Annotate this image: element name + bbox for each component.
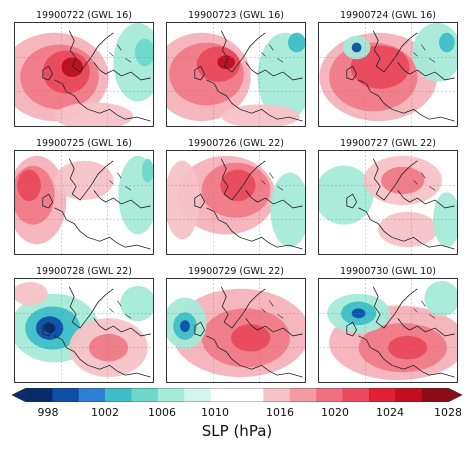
colorbar-tick-label: 998 [37, 406, 59, 419]
coastline [346, 158, 455, 250]
slp-contour-map [14, 278, 154, 383]
colorbar [12, 388, 462, 402]
pressure-contour-region [15, 281, 48, 306]
colorbar-max-extension [447, 388, 462, 402]
slp-map-panel: 19900729 (GWL 22) [166, 266, 306, 383]
pressure-contour-region [319, 165, 374, 225]
pressure-contour-region [424, 280, 457, 317]
colorbar-tick-label: 1016 [266, 406, 294, 419]
coastline [346, 286, 455, 378]
colorbar-tick-label: 1010 [201, 406, 229, 419]
slp-contour-map [14, 150, 154, 255]
lakes [413, 44, 436, 63]
pressure-contour-region [61, 57, 84, 77]
colorbar-tick-label: 1020 [321, 406, 349, 419]
slp-map-panel: 19900723 (GWL 16) [166, 10, 306, 127]
coastline [194, 286, 303, 378]
slp-contour-map [318, 278, 458, 383]
pressure-contour-region [120, 285, 153, 322]
panel-date-title: 19900727 (GWL 22) [340, 138, 436, 149]
panel-date-title: 19900729 (GWL 22) [188, 266, 284, 277]
coastline [42, 30, 151, 122]
coastline [42, 158, 151, 250]
slp-map-panel: 19900728 (GWL 22) [14, 266, 154, 383]
pressure-contour-region [141, 158, 153, 183]
colorbar-segment [368, 388, 396, 402]
pressure-contour-region [378, 211, 438, 248]
pressure-contour-region [439, 32, 455, 53]
colorbar-segment [78, 388, 106, 402]
colorbar-segment [26, 388, 53, 402]
pressure-contour-region [54, 102, 134, 126]
pressure-contour-region [287, 32, 305, 53]
colorbar-segment [395, 388, 422, 402]
coastline [346, 30, 455, 122]
colorbar-segment [52, 388, 80, 402]
colorbar-tick-label: 1006 [148, 406, 176, 419]
slp-contour-map [318, 150, 458, 255]
lakes [261, 300, 284, 319]
pressure-contour-region [135, 38, 153, 67]
pressure-contour-region [88, 333, 129, 362]
colorbar-segment [131, 388, 159, 402]
panel-date-title: 19900730 (GWL 10) [340, 266, 436, 277]
lakes [109, 44, 132, 63]
panel-date-title: 19900724 (GWL 16) [340, 10, 436, 21]
slp-contour-map [14, 22, 154, 127]
pressure-contour-region [221, 104, 300, 126]
pressure-contour-region [270, 172, 305, 248]
coastline [194, 30, 303, 122]
colorbar-segment [184, 388, 211, 402]
colorbar-tick-label: 1024 [376, 406, 404, 419]
lakes [109, 172, 132, 191]
panel-date-title: 19900725 (GWL 16) [36, 138, 132, 149]
slp-contour-map [166, 278, 306, 383]
pressure-contour-region [231, 324, 271, 352]
pressure-contour-region [180, 320, 190, 332]
pressure-contour-region [381, 166, 425, 195]
colorbar-segment [289, 388, 317, 402]
colorbar-segment [157, 388, 185, 402]
lakes [109, 300, 132, 319]
colorbar-segment [105, 388, 132, 402]
colorbar-min-extension [12, 388, 27, 402]
slp-map-panel: 19900722 (GWL 16) [14, 10, 154, 127]
lakes [413, 300, 436, 319]
slp-map-panel: 19900726 (GWL 22) [166, 138, 306, 255]
coastline [42, 286, 151, 378]
pressure-contour-region [351, 42, 362, 53]
colorbar-segment [210, 388, 238, 402]
slp-contour-map [166, 22, 306, 127]
slp-map-panel: 19900727 (GWL 22) [318, 138, 458, 255]
slp-map-panel: 19900724 (GWL 16) [318, 10, 458, 127]
panel-date-title: 19900728 (GWL 22) [36, 266, 132, 277]
colorbar-segment [263, 388, 291, 402]
pressure-contour-region [54, 160, 114, 201]
slp-contour-map [166, 150, 306, 255]
colorbar-segment [316, 388, 343, 402]
panel-date-title: 19900723 (GWL 16) [188, 10, 284, 21]
slp-contour-map [318, 22, 458, 127]
slp-map-panel: 19900730 (GWL 10) [318, 266, 458, 383]
panel-date-title: 19900722 (GWL 16) [36, 10, 132, 21]
pressure-contour-region [17, 169, 41, 202]
colorbar-segment [342, 388, 370, 402]
slp-map-panel: 19900725 (GWL 16) [14, 138, 154, 255]
colorbar-segment [237, 388, 264, 402]
panel-date-title: 19900726 (GWL 22) [188, 138, 284, 149]
colorbar-tick-label: 1002 [91, 406, 119, 419]
lakes [261, 172, 284, 191]
pressure-contour-region [257, 32, 305, 122]
lakes [413, 172, 436, 191]
colorbar-title: SLP (hPa) [201, 422, 273, 440]
colorbar-tick-label: 1028 [434, 406, 462, 419]
coastline [194, 158, 303, 250]
colorbar-segment [421, 388, 449, 402]
lakes [261, 44, 284, 63]
